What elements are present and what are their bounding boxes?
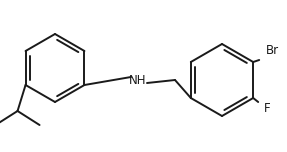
Text: F: F [264, 102, 271, 114]
Text: Br: Br [266, 43, 279, 57]
Text: NH: NH [129, 74, 147, 86]
